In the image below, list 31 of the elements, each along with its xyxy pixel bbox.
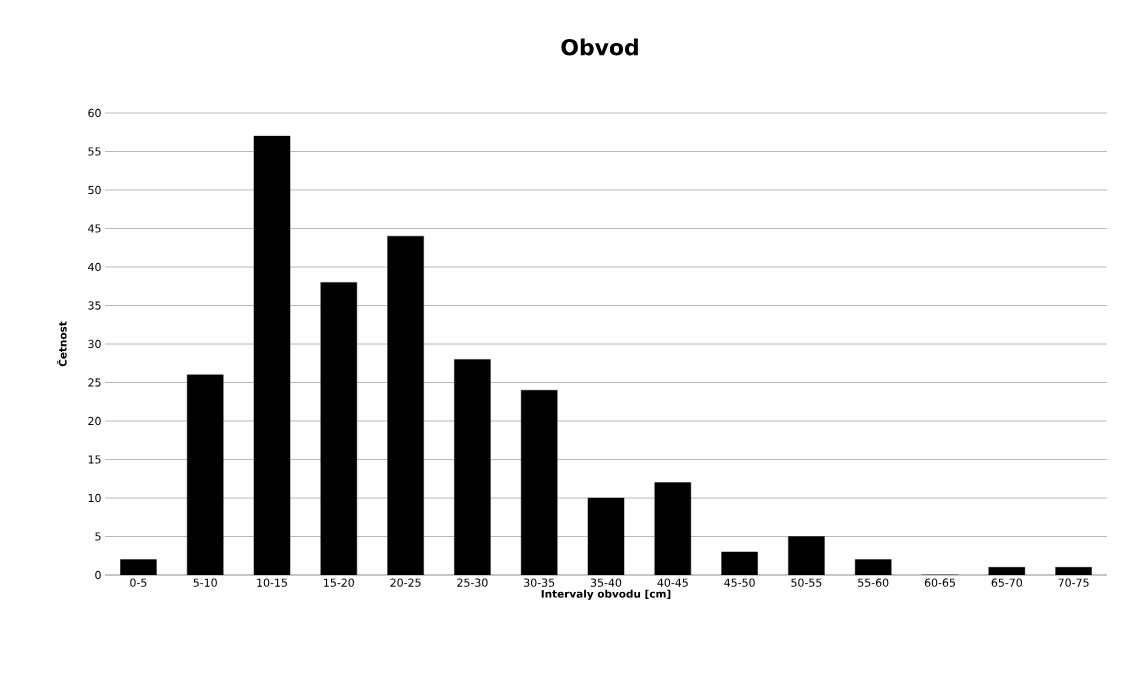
x-tick-label: 65-70: [991, 578, 1022, 587]
x-tick-label: 25-30: [457, 578, 488, 587]
y-tick-label: 40: [88, 262, 101, 272]
x-tick-label: 55-60: [858, 578, 889, 587]
y-tick-label: 10: [88, 493, 101, 503]
y-tick-label: 45: [88, 224, 101, 233]
x-tick-label: 50-55: [791, 578, 822, 587]
y-tick-label: 15: [88, 455, 101, 464]
y-tick-label: 0: [95, 570, 101, 580]
x-tick-label: 20-25: [390, 578, 421, 587]
x-tick-label: 60-65: [924, 578, 955, 587]
y-tick-label: 35: [88, 301, 101, 310]
x-tick-label: 30-35: [524, 578, 555, 587]
y-tick-label: 25: [88, 378, 101, 387]
y-tick-label: 20: [88, 416, 101, 426]
chart-title: Obvod: [561, 38, 638, 56]
x-tick-label: 45-50: [724, 578, 755, 587]
y-tick-label: 5: [95, 532, 101, 541]
x-tick-label: 15-20: [324, 578, 354, 587]
x-tick-label: 10-15: [257, 578, 287, 587]
y-tick-label: 60: [88, 108, 101, 118]
x-tick-label: 0-5: [130, 578, 147, 587]
y-axis-title: Četnost: [56, 321, 67, 367]
x-tick-label: 40-45: [657, 578, 688, 587]
x-axis-title: Intervaly obvodu [cm]: [541, 589, 671, 600]
x-tick-label: 35-40: [590, 578, 622, 587]
y-tick-label: 55: [88, 147, 101, 156]
x-tick-label: 70-75: [1058, 578, 1089, 587]
y-tick-label: 50: [88, 185, 101, 195]
x-tick-label: 5-10: [193, 578, 217, 587]
y-tick-label: 30: [88, 339, 101, 349]
